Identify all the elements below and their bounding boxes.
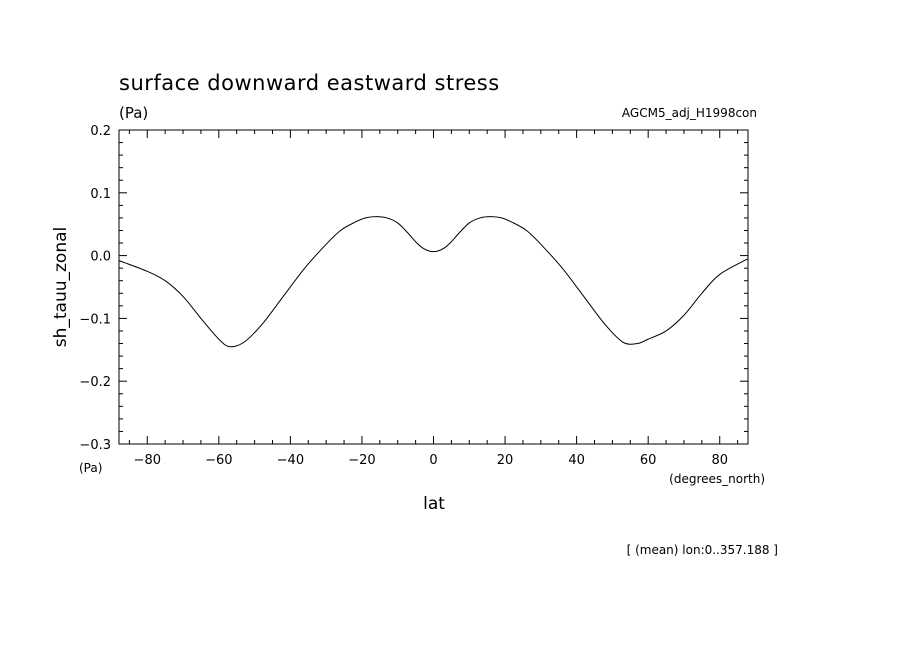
x-tick-label: 0 xyxy=(429,453,437,468)
y-tick-label: −0.2 xyxy=(79,375,111,390)
y-tick-label: 0.0 xyxy=(90,250,111,265)
run-label: AGCM5_adj_H1998con xyxy=(622,106,757,120)
x-tick-label: 60 xyxy=(640,453,657,468)
plot-frame xyxy=(118,129,749,445)
y-tick-labels: 0.2 0.1 0.0 −0.1 −0.2 −0.3 xyxy=(79,124,111,453)
y-tick-label: −0.3 xyxy=(79,438,111,453)
x-axis-label: lat xyxy=(423,494,445,514)
y-units-bottom: (Pa) xyxy=(79,461,102,475)
series-line xyxy=(118,216,749,348)
x-tick-label: −60 xyxy=(205,453,232,468)
y-tick-label: 0.2 xyxy=(90,124,111,139)
x-tick-label: 80 xyxy=(711,453,728,468)
x-tick-labels: −80 −60 −40 −20 0 20 40 60 80 xyxy=(134,453,728,468)
x-tick-label: −40 xyxy=(277,453,304,468)
y-axis-label: sh_tauu_zonal xyxy=(51,227,71,348)
chart-title: surface downward eastward stress xyxy=(119,71,500,95)
y-axis-ticks xyxy=(119,129,748,445)
x-axis-ticks xyxy=(128,130,739,444)
x-units-label: (degrees_north) xyxy=(669,472,765,486)
x-tick-label: 40 xyxy=(568,453,585,468)
units-label-top: (Pa) xyxy=(119,104,148,122)
footnote: [ (mean) lon:0..357.188 ] xyxy=(627,543,778,557)
x-tick-label: −20 xyxy=(348,453,375,468)
y-tick-label: −0.1 xyxy=(79,312,111,327)
x-tick-label: 20 xyxy=(497,453,514,468)
x-tick-label: −80 xyxy=(134,453,161,468)
y-tick-label: 0.1 xyxy=(90,187,111,202)
